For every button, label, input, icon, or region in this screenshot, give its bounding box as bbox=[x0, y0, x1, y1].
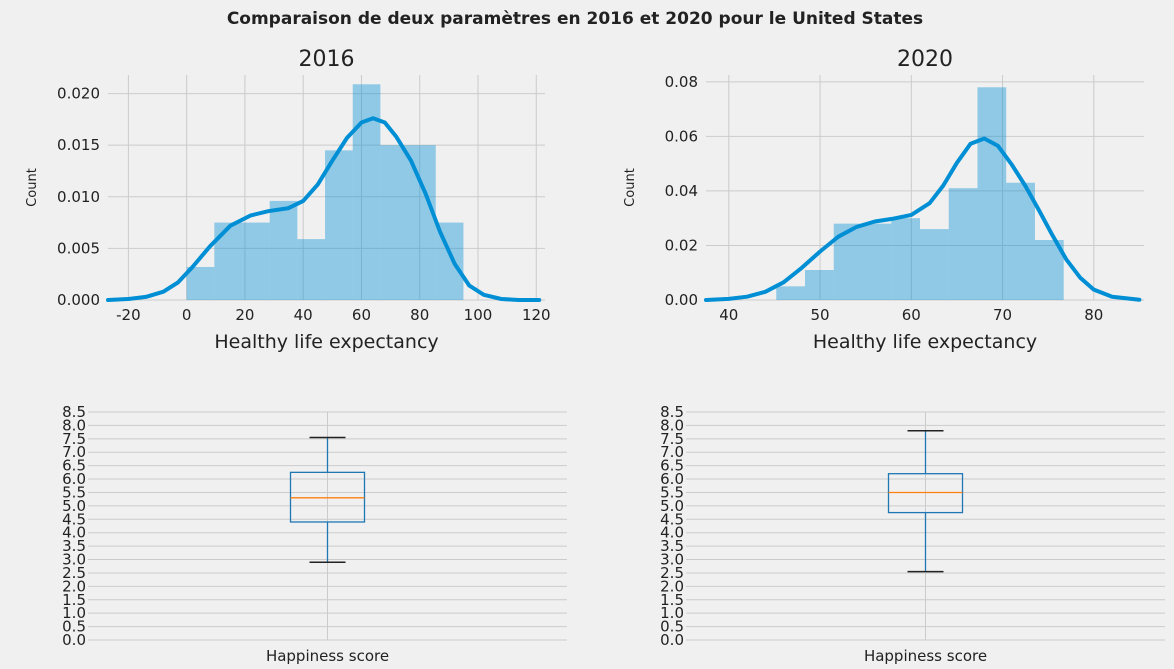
panel-title: 2016 bbox=[299, 47, 355, 72]
histogram-bar bbox=[891, 218, 920, 300]
x-tick-label: 20 bbox=[235, 306, 254, 324]
y-tick-label: 4.5 bbox=[62, 510, 86, 528]
x-category-label: Happiness score bbox=[266, 647, 389, 665]
y-tick-label: 0.0 bbox=[660, 631, 684, 649]
y-tick-label: 0.04 bbox=[665, 182, 698, 200]
y-tick-label: 1.5 bbox=[62, 591, 86, 609]
y-tick-label: 8.5 bbox=[62, 403, 86, 421]
y-tick-label: 0.015 bbox=[57, 136, 100, 154]
x-category-label: Happiness score bbox=[864, 647, 987, 665]
y-tick-label: 0.000 bbox=[57, 291, 100, 309]
figure-suptitle: Comparaison de deux paramètres en 2016 e… bbox=[227, 9, 923, 29]
y-axis-label: Count bbox=[623, 168, 638, 207]
y-tick-label: 0.0 bbox=[62, 631, 86, 649]
histogram-bar bbox=[325, 150, 353, 300]
y-tick-label: 0.06 bbox=[665, 127, 698, 145]
x-tick-label: 40 bbox=[294, 306, 313, 324]
histogram-bar bbox=[805, 270, 834, 300]
kde-line bbox=[704, 136, 1142, 302]
histogram-bar bbox=[186, 266, 215, 300]
y-tick-label: 7.0 bbox=[62, 443, 86, 461]
y-tick-label: 5.0 bbox=[62, 497, 86, 515]
y-tick-label: 3.0 bbox=[62, 551, 86, 569]
y-tick-label: 5.5 bbox=[660, 483, 684, 501]
x-tick-label: 40 bbox=[719, 306, 738, 324]
y-tick-label: 2.5 bbox=[62, 564, 86, 582]
y-tick-label: 0.5 bbox=[62, 618, 86, 636]
y-tick-label: 0.02 bbox=[665, 236, 698, 254]
histogram-bar bbox=[919, 229, 949, 300]
x-tick-label: 0 bbox=[182, 306, 192, 324]
boxplot-panel: 0.00.51.01.52.02.53.03.54.04.55.05.56.06… bbox=[62, 403, 567, 665]
histogram-bar bbox=[352, 84, 381, 300]
histogram-bar bbox=[948, 188, 978, 300]
histogram-panel-2016: -20 0 20 40 60 80 100 120 0.000 0.005 0.010 0.015 0.… bbox=[25, 47, 551, 353]
y-tick-label: 5.0 bbox=[660, 497, 684, 515]
y-tick-label: 2.5 bbox=[660, 564, 684, 582]
panel-title: 2020 bbox=[897, 47, 953, 72]
histogram-bar bbox=[977, 87, 1007, 300]
histogram-bar bbox=[408, 145, 436, 300]
kde-line bbox=[106, 116, 542, 302]
histogram-bar bbox=[297, 239, 326, 300]
y-tick-label: 0.08 bbox=[665, 73, 698, 91]
histogram-panel-2020: 40 50 60 70 80 0.00 0.02 0.04 0.06 0.08 2020 Health… bbox=[623, 47, 1144, 353]
y-tick-label: 8.0 bbox=[660, 416, 684, 434]
histogram-bar bbox=[242, 222, 270, 300]
y-tick-label: 8.5 bbox=[660, 403, 684, 421]
x-axis-label: Healthy life expectancy bbox=[813, 331, 1037, 353]
y-tick-label: 5.5 bbox=[62, 483, 86, 501]
y-tick-label: 0.005 bbox=[57, 239, 100, 257]
histogram-bar bbox=[214, 222, 243, 300]
y-tick-label: 2.0 bbox=[660, 577, 684, 595]
y-tick-label: 3.5 bbox=[660, 537, 684, 555]
y-tick-label: 8.0 bbox=[62, 416, 86, 434]
x-tick-label: 80 bbox=[1084, 306, 1103, 324]
y-tick-label: 0.010 bbox=[57, 188, 100, 206]
y-tick-label: 6.0 bbox=[62, 470, 86, 488]
x-tick-label: 80 bbox=[410, 306, 429, 324]
y-tick-label: 2.0 bbox=[62, 577, 86, 595]
boxplot-panel: 0.00.51.01.52.02.53.03.54.04.55.05.56.06… bbox=[660, 403, 1165, 665]
y-tick-label: 6.5 bbox=[62, 457, 86, 475]
x-tick-label: 120 bbox=[522, 306, 551, 324]
y-tick-label: 1.0 bbox=[62, 604, 86, 622]
x-tick-label: 70 bbox=[993, 306, 1012, 324]
y-tick-label: 0.00 bbox=[665, 291, 698, 309]
y-tick-label: 1.5 bbox=[660, 591, 684, 609]
y-tick-label: 7.5 bbox=[660, 430, 684, 448]
x-tick-label: 100 bbox=[464, 306, 493, 324]
y-tick-label: 6.5 bbox=[660, 457, 684, 475]
iqr-box bbox=[289, 471, 366, 523]
x-tick-label: 60 bbox=[902, 306, 921, 324]
y-tick-label: 0.5 bbox=[660, 618, 684, 636]
y-tick-label: 1.0 bbox=[660, 604, 684, 622]
y-tick-label: 7.0 bbox=[660, 443, 684, 461]
y-tick-label: 4.5 bbox=[660, 510, 684, 528]
y-tick-label: 4.0 bbox=[62, 524, 86, 542]
histogram-bar bbox=[269, 200, 298, 300]
y-axis-label: Count bbox=[25, 168, 40, 207]
y-tick-label: 0.020 bbox=[57, 85, 100, 103]
iqr-box bbox=[887, 473, 964, 514]
x-axis-label: Healthy life expectancy bbox=[214, 331, 438, 353]
y-tick-label: 3.5 bbox=[62, 537, 86, 555]
x-tick-label: 50 bbox=[811, 306, 830, 324]
histogram-bar bbox=[862, 223, 892, 300]
histogram-bar bbox=[776, 286, 806, 300]
y-tick-label: 7.5 bbox=[62, 430, 86, 448]
y-tick-label: 6.0 bbox=[660, 470, 684, 488]
y-tick-label: 3.0 bbox=[660, 551, 684, 569]
histogram-bar bbox=[1006, 182, 1035, 300]
histogram-bar bbox=[380, 145, 409, 300]
x-tick-label: -20 bbox=[116, 306, 141, 324]
x-tick-label: 60 bbox=[352, 306, 371, 324]
y-tick-label: 4.0 bbox=[660, 524, 684, 542]
